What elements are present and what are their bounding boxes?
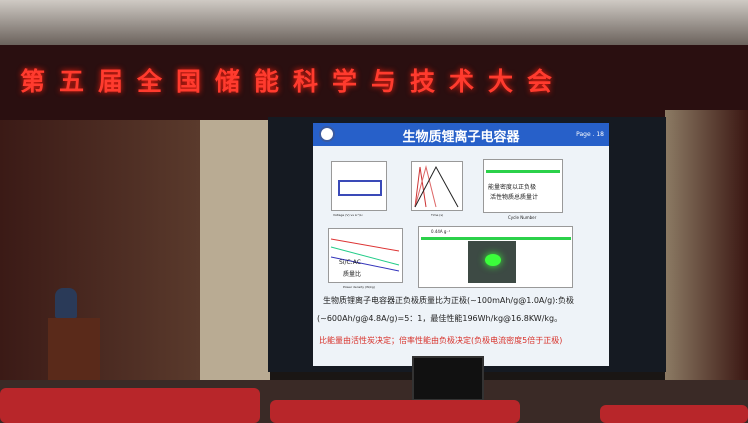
ragone-curves — [330, 238, 400, 272]
slide-text-line-3: 比能量由活性炭决定；倍率性能由负极决定(负极电流密度5倍于正极) — [319, 336, 563, 345]
speaker — [55, 288, 77, 318]
legend-ratio: Si/C:AC — [339, 259, 361, 266]
current-density-label: 0.44A g⁻¹ — [431, 229, 451, 234]
ceiling — [0, 0, 748, 45]
voltage-axis-label: Voltage (V) vs Li⁺/Li — [333, 213, 363, 217]
slide: 生物质锂离子电容器 Page . 18 Voltage (V) vs Li⁺/L… — [313, 123, 609, 366]
long-cycle-series — [421, 237, 571, 240]
led-glow — [485, 254, 501, 266]
seat-row — [270, 400, 520, 423]
annotation-line-2: 活性物质总质量计 — [490, 194, 539, 201]
charge-discharge-plot — [411, 161, 463, 211]
stage-monitor — [412, 356, 484, 401]
device-photo — [468, 241, 516, 283]
wall-panel — [200, 120, 270, 390]
seat-row — [0, 388, 260, 423]
energy-series — [486, 170, 560, 173]
slide-header: 生物质锂离子电容器 Page . 18 — [313, 123, 609, 146]
energy-cycle-plot: 能量密度以正负极 活性物质总质量计 — [483, 159, 563, 213]
annotation-line-1: 能量密度以正负极 — [488, 184, 537, 191]
charge-discharge-curves — [414, 165, 459, 208]
legend-ratio-label: 质量比 — [343, 271, 362, 278]
slide-title: 生物质锂离子电容器 — [402, 130, 520, 145]
slide-text-line-2: (~600Ah/g@4.8A/g)=5：1，最佳性能196Wh/kg@16.8K… — [317, 314, 563, 323]
podium — [48, 318, 100, 380]
conference-banner: 第五届全国储能科学与技术大会 — [20, 67, 567, 96]
time-axis-label: Time (s) — [431, 213, 444, 217]
banner-wall — [0, 45, 748, 120]
seat-row — [600, 405, 748, 423]
university-logo — [319, 126, 335, 142]
long-cycle-plot: 0.44A g⁻¹ — [418, 226, 573, 288]
power-axis-label: Power density (W/kg) — [343, 285, 375, 289]
slide-text-line-1: 生物质锂离子电容器正负极质量比为正极(~100mAh/g@1.0A/g):负极 — [323, 296, 574, 305]
page-number: Page . 18 — [576, 131, 604, 138]
right-wall — [665, 110, 748, 400]
cv-curves — [338, 180, 382, 196]
left-wall — [0, 120, 200, 380]
ragone-plot: Si/C:AC 质量比 — [328, 228, 403, 283]
cv-plot — [331, 161, 387, 211]
cycle-axis-label: Cycle Number — [508, 215, 537, 220]
